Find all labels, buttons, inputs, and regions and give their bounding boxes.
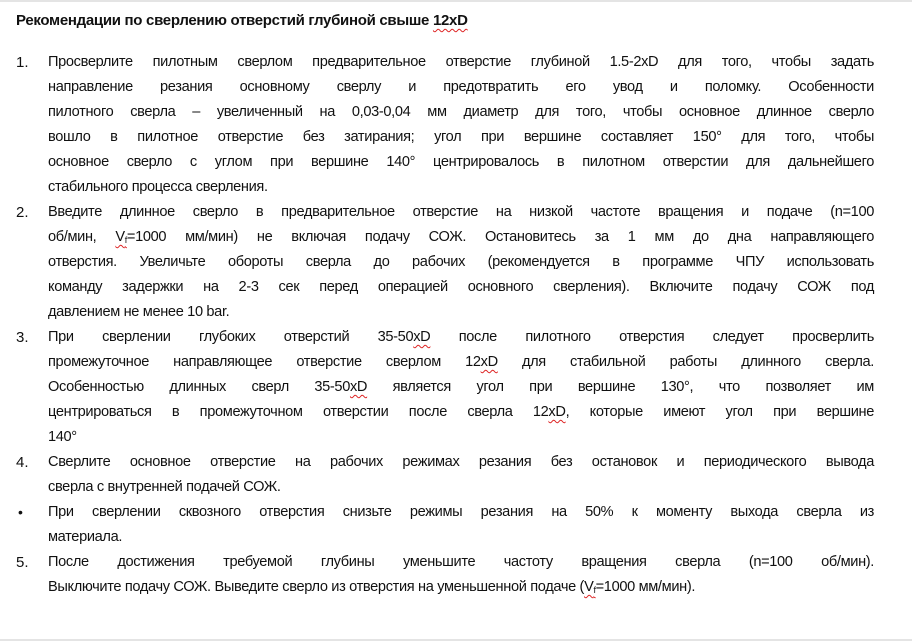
text-line: При сверлении сквозного отверстия снизьт… <box>48 504 874 520</box>
list-marker: 1. <box>16 54 29 71</box>
document-title: Рекомендации по сверлению отверстий глуб… <box>16 12 468 29</box>
text-segment: При сверлении глубоких отверстий 35-50 <box>48 329 414 345</box>
title-text: Рекомендации по сверлению отверстий глуб… <box>16 12 433 29</box>
recommendations-list: 1. Просверлите пилотным сверлом предвари… <box>0 50 912 600</box>
text-line: промежуточное направляющее отверстие све… <box>48 350 874 375</box>
spellcheck-marked-word: xD <box>413 329 431 345</box>
text-segment: после пилотного отверстия следует просве… <box>430 329 875 345</box>
text-line: Просверлите пилотным сверлом предварител… <box>48 54 874 70</box>
text-line: вошло в пилотное отверстие без затирания… <box>48 129 874 145</box>
text-line: Введите длинное сверло в предварительное… <box>48 204 874 220</box>
text-line: стабильного процесса сверления. <box>48 179 268 195</box>
list-item-3: 3. При сверлении глубоких отверстий 35-5… <box>0 325 912 450</box>
spellcheck-marked-word: xD <box>480 354 498 370</box>
list-marker: 2. <box>16 204 29 221</box>
list-item-5: 5. После достижения требуемой глубины ум… <box>0 550 912 600</box>
spellcheck-marked-word: Vf <box>115 229 127 245</box>
text-line: пилотного сверла – увеличенный на 0,03-0… <box>48 104 874 120</box>
text-line: Выключите подачу СОЖ. Выведите сверло из… <box>48 575 874 600</box>
spellcheck-marked-word: Vf <box>584 579 596 595</box>
text-segment: Выключите подачу СОЖ. Выведите сверло из… <box>48 579 585 595</box>
text-line: Особенностью длинных сверл 35-50xD являе… <box>48 375 874 400</box>
list-item-bullet: • При сверлении сквозного отверстия сниз… <box>0 500 912 550</box>
spellcheck-marked-word: xD <box>349 379 368 395</box>
list-marker: 3. <box>16 329 29 346</box>
text-segment: для стабильной работы длинного сверла. <box>497 354 874 370</box>
text-line: 140° <box>48 429 77 445</box>
text-line: После достижения требуемой глубины умень… <box>48 554 874 570</box>
text-segment: =1000 мм/мин). <box>595 579 696 595</box>
list-item-4: 4. Сверлите основное отверстие на рабочи… <box>0 450 912 500</box>
list-marker: 5. <box>16 554 29 571</box>
text-line: центрироваться в промежуточном отверстии… <box>48 400 874 425</box>
list-item-1: 1. Просверлите пилотным сверлом предвари… <box>0 50 912 200</box>
text-segment: V <box>115 229 125 245</box>
text-line: об/мин, Vf=1000 мм/мин) не включая подач… <box>48 225 874 250</box>
list-marker: 4. <box>16 454 29 471</box>
text-line: давлением не менее 10 bar. <box>48 304 230 320</box>
text-segment: , которые имеют угол при вершине <box>565 404 875 420</box>
text-line: Сверлите основное отверстие на рабочих р… <box>48 454 874 470</box>
text-segment: является угол при вершине 130°, что позв… <box>367 379 875 395</box>
page-bottom-border <box>0 639 912 641</box>
spellcheck-marked-word: 12xD <box>432 12 468 29</box>
list-item-2: 2. Введите длинное сверло в предваритель… <box>0 200 912 325</box>
text-segment: об/мин, <box>48 229 116 245</box>
bullet-icon: • <box>18 504 23 520</box>
text-line: команду задержки на 2-3 сек перед операц… <box>48 279 874 295</box>
text-segment: Особенностью длинных сверл 35-50 <box>48 379 350 395</box>
text-segment: промежуточное направляющее отверстие све… <box>48 354 481 370</box>
subscript: f <box>593 585 596 595</box>
spellcheck-marked-word: xD <box>548 404 566 420</box>
subscript: f <box>124 235 128 245</box>
text-line: сверла с внутренней подачей СОЖ. <box>48 479 281 495</box>
page-top-border <box>0 0 912 2</box>
text-line: основное сверло с углом при вершине 140°… <box>48 154 874 170</box>
text-segment: V <box>584 579 594 595</box>
text-segment: центрироваться в промежуточном отверстии… <box>48 404 549 420</box>
text-line: отверстия. Увеличьте обороты сверла до р… <box>48 254 874 270</box>
text-segment: =1000 мм/мин) не включая подачу СОЖ. Ост… <box>126 229 874 245</box>
text-line: При сверлении глубоких отверстий 35-50xD… <box>48 325 874 350</box>
text-line: направление резания основному сверлу и п… <box>48 79 874 95</box>
text-line: материала. <box>48 529 123 545</box>
